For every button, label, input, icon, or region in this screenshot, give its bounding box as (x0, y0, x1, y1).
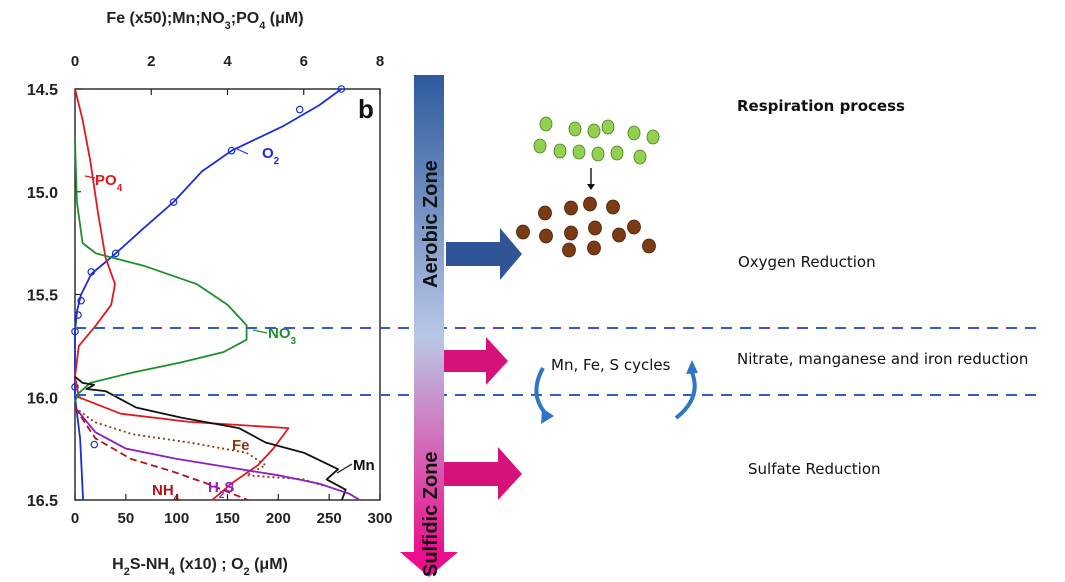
series-o2-point (90, 440, 99, 449)
series-fe-label: Fe (232, 437, 250, 454)
sulfate-reduction-arrow (444, 447, 522, 500)
y-tick-label: 15.5 (27, 288, 58, 305)
green-cell (646, 129, 660, 145)
green-cell (587, 123, 601, 139)
bottom-axis-title: H2S-NH4 (x10) ; O2 (μM) (112, 556, 288, 577)
series-o2-label: O2 (262, 145, 280, 167)
top-tick-label: 4 (223, 53, 232, 70)
bottom-tick-label: 250 (317, 510, 342, 527)
oxygen-reduction-label: Oxygen Reduction (738, 253, 876, 271)
y-tick-label: 16.0 (27, 390, 58, 407)
bottom-tick-label: 150 (215, 510, 240, 527)
green-cell (610, 145, 624, 161)
green-cell (553, 143, 567, 159)
brown-cell (564, 200, 578, 216)
brown-cell (606, 199, 620, 215)
cycle-arrowhead-right (686, 360, 698, 374)
green-cell (539, 116, 553, 132)
brown-cell (612, 227, 626, 243)
series-no3-leader (252, 329, 268, 334)
top-tick-label: 6 (300, 53, 308, 70)
zone-gradient-arrow (400, 75, 458, 577)
bottom-tick-label: 300 (367, 510, 392, 527)
plot-frame (74, 88, 381, 501)
series-nh4-line (74, 407, 249, 501)
green-cell (568, 121, 582, 137)
series-labels: O2 PO4 NO3 Mn Fe H2S NH4 (84, 145, 375, 504)
respiration-illustration (516, 116, 660, 258)
green-cell (533, 138, 547, 154)
brown-cell (588, 220, 602, 236)
y-tick-label: 15.0 (27, 185, 58, 202)
brown-cell (583, 196, 597, 212)
series-mn-leader (336, 463, 353, 474)
series-h2s-label: H2S (208, 479, 234, 501)
series-no3-label: NO3 (268, 325, 297, 347)
brown-cell (642, 238, 656, 254)
brown-cell (516, 224, 530, 240)
sulfidic-zone-label: Sulfidic Zone (420, 451, 442, 577)
series-o2-point (87, 268, 96, 276)
series-no3-line (74, 140, 248, 402)
top-axis-title: Fe (x50);Mn;NO3;PO4 (μM) (106, 10, 303, 32)
green-cell (633, 149, 647, 165)
series-mn-line (74, 376, 347, 501)
series-o2-line (74, 88, 342, 501)
brown-cell (562, 242, 576, 258)
brown-cell (538, 205, 552, 221)
y-tick-label: 14.5 (27, 82, 58, 99)
green-cell (601, 119, 615, 135)
bottom-tick-label: 100 (164, 510, 189, 527)
series-nh4-label: NH4 (152, 482, 180, 504)
green-cell (627, 125, 641, 141)
series-po4-leader (84, 175, 96, 179)
panel-letter: b (358, 94, 374, 124)
series-o2-point (71, 383, 79, 391)
cycle-arrowhead-left (541, 408, 554, 424)
series-mn-label: Mn (353, 457, 375, 474)
cycle-arrows (534, 367, 697, 420)
top-tick-label: 0 (71, 53, 79, 70)
series-h2s-line (74, 406, 361, 501)
series-o2-point (111, 249, 120, 258)
series-o2-point (337, 85, 346, 93)
series-fe-line (74, 406, 324, 487)
bottom-tick-label: 0 (71, 510, 79, 527)
respiration-arrow (587, 168, 595, 190)
green-cell (572, 144, 586, 160)
nitrate-reduction-arrow (444, 337, 508, 385)
sulfate-reduction-label: Sulfate Reduction (748, 460, 881, 478)
series-o2-point (169, 198, 178, 206)
series-o2-point (295, 105, 304, 114)
top-tick-label: 8 (376, 53, 384, 70)
aerobic-zone-label: Aerobic Zone (420, 160, 442, 288)
series-o2-point (74, 311, 82, 319)
series-h2s-leader (230, 481, 234, 493)
brown-cell (627, 219, 641, 235)
bottom-tick-label: 50 (117, 510, 134, 527)
series-o2-leader (234, 147, 249, 155)
series-o2-point (227, 146, 236, 155)
y-tick-label: 16.5 (27, 493, 58, 510)
series-po4-label: PO4 (95, 172, 123, 194)
bottom-tick-label: 200 (266, 510, 291, 527)
brown-cell (539, 228, 553, 244)
series-po4-line (74, 88, 290, 501)
oxygen-reduction-arrow (446, 228, 522, 280)
brown-cell (564, 225, 578, 241)
chart-series (71, 85, 361, 501)
nitrate-reduction-label: Nitrate, manganese and iron reduction (737, 350, 1029, 368)
axis-ticks: 0 2 4 6 8 0 50 100 150 200 250 300 14.5 15.0 15.5 16.0 1… (27, 53, 393, 527)
green-cell (591, 146, 605, 162)
top-tick-label: 2 (147, 53, 155, 70)
respiration-process-heading: Respiration process (737, 97, 905, 115)
series-o2-point (77, 296, 85, 305)
brown-cell (587, 240, 601, 256)
cycles-label: Mn, Fe, S cycles (551, 356, 671, 374)
